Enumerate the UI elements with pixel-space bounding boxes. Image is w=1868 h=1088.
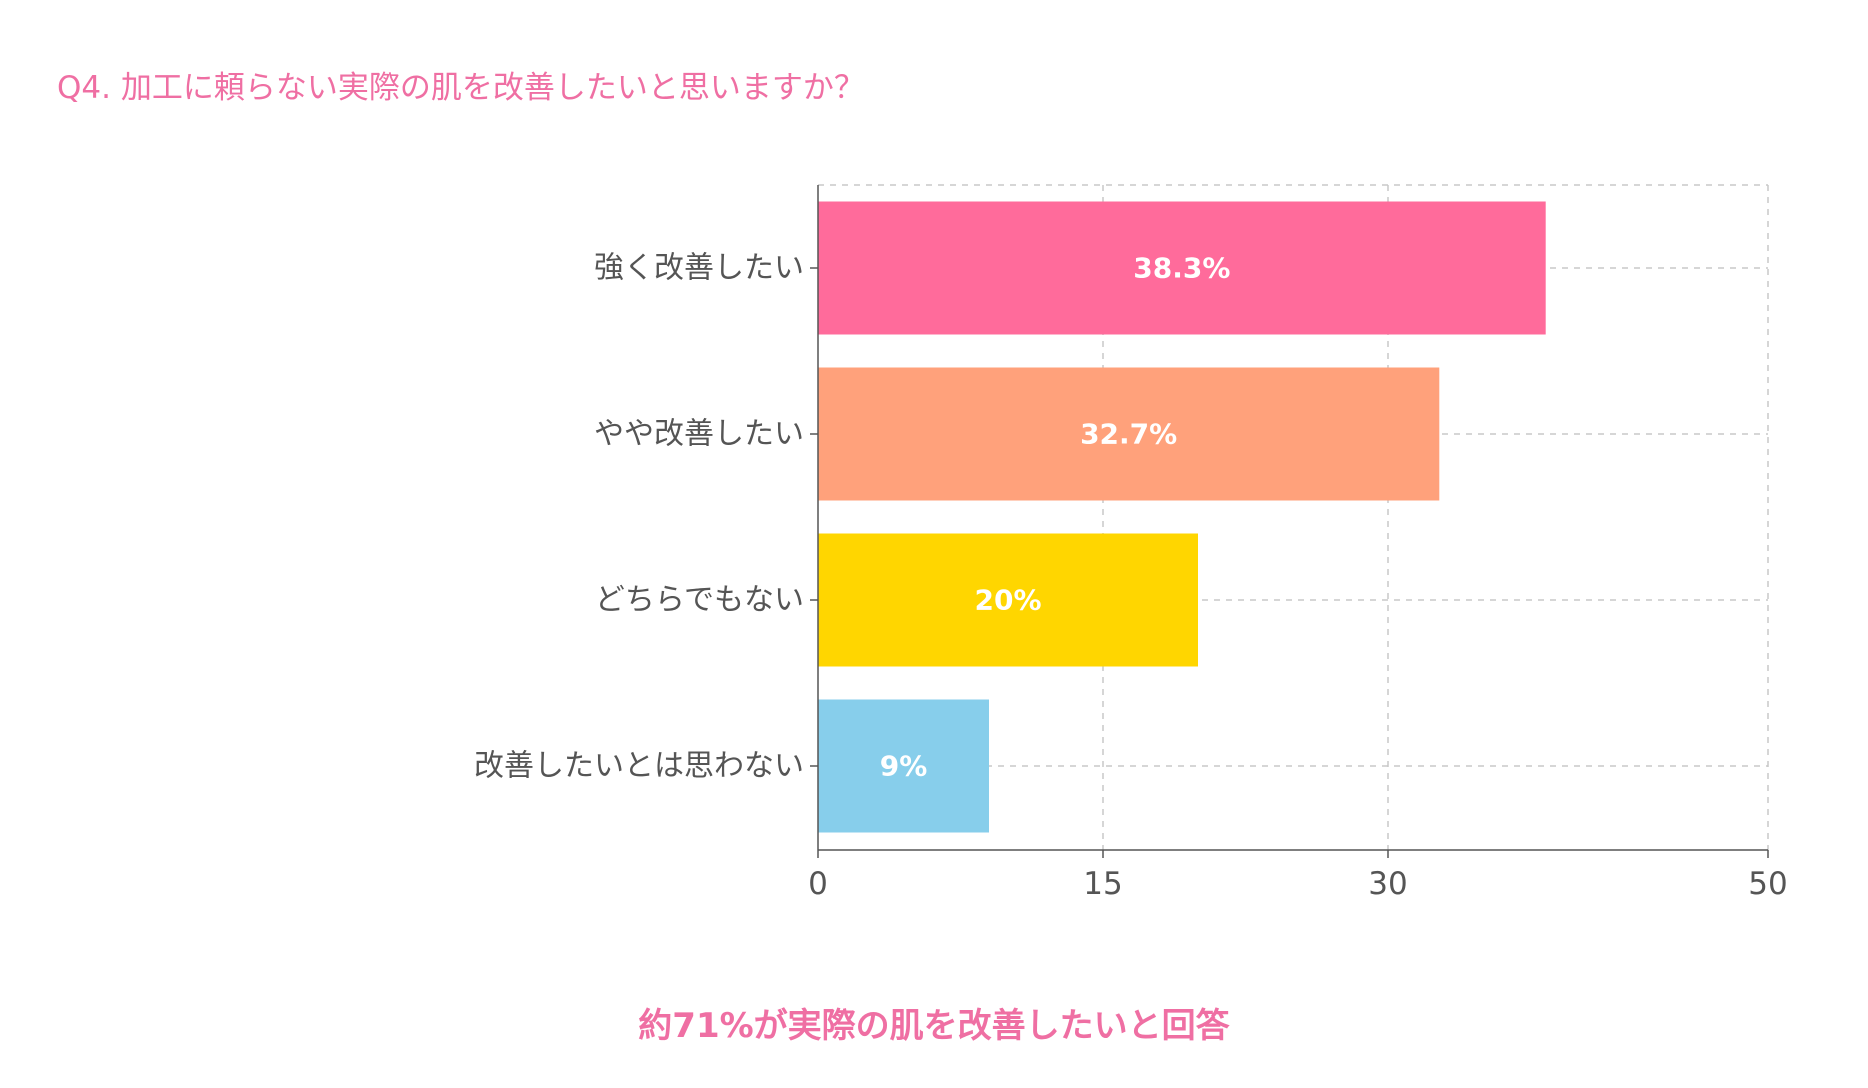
bar-3 — [818, 699, 989, 833]
x-tick-label-1: 15 — [1083, 866, 1122, 902]
category-label-2: どちらでもない — [595, 583, 804, 618]
category-label-3: 改善したいとは思わない — [474, 749, 804, 784]
category-label-1: やや改善したい — [594, 417, 804, 452]
bar-value-label-2: 20% — [974, 584, 1041, 617]
category-label-0: 強く改善したい — [594, 251, 804, 286]
bar-value-label-1: 32.7% — [1080, 418, 1177, 451]
x-tick-label-0: 0 — [808, 866, 828, 902]
bar-1 — [818, 367, 1440, 501]
bar-layer: 38.3% 32.7% 20% 9% — [818, 201, 1546, 833]
bar-chart: 38.3% 32.7% 20% 9% 強く改善したいやや改善したいどちらでもない改善し… — [474, 184, 1788, 902]
conclusion-text: 約71%が実際の肌を改善したいと回答 — [638, 1006, 1230, 1046]
bar-0 — [818, 201, 1546, 335]
bar-value-label-3: 9% — [880, 750, 928, 783]
x-tick-label-2: 30 — [1368, 866, 1407, 902]
bar-2 — [818, 533, 1198, 667]
bar-value-label-0: 38.3% — [1133, 252, 1230, 285]
question-title: Q4. 加工に頼らない実際の肌を改善したいと思いますか？ — [57, 70, 865, 106]
x-tick-label-3: 50 — [1748, 866, 1787, 902]
